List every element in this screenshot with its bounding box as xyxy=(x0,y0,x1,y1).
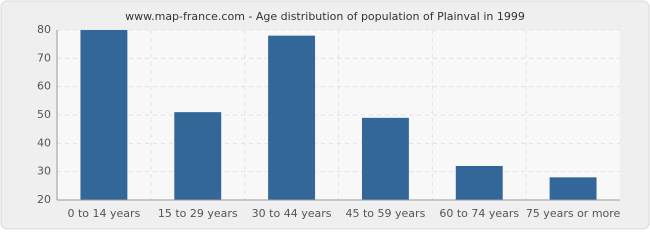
x-tick-label: 0 to 14 years xyxy=(68,207,141,220)
x-tick-label: 75 years or more xyxy=(526,207,621,220)
x-tick-label: 45 to 59 years xyxy=(346,207,426,220)
chart: www.map-france.com - Age distribution of… xyxy=(0,0,650,230)
y-tick-label: 20 xyxy=(37,193,51,206)
x-tick-label: 15 to 29 years xyxy=(158,207,238,220)
bar xyxy=(455,166,503,200)
y-tick-label: 60 xyxy=(37,80,51,93)
y-tick-label: 70 xyxy=(37,51,51,64)
y-tick-label: 30 xyxy=(37,165,51,178)
x-tick-label: 30 to 44 years xyxy=(252,207,332,220)
y-tick-label: 80 xyxy=(37,23,51,36)
bar xyxy=(549,177,597,200)
bar xyxy=(268,35,316,200)
y-tick-label: 50 xyxy=(37,108,51,121)
x-tick-label: 60 to 74 years xyxy=(439,207,519,220)
bar xyxy=(361,117,409,200)
chart-title: www.map-france.com - Age distribution of… xyxy=(125,10,525,23)
bar xyxy=(80,30,128,200)
bar xyxy=(174,112,222,200)
y-tick-label: 40 xyxy=(37,136,51,149)
